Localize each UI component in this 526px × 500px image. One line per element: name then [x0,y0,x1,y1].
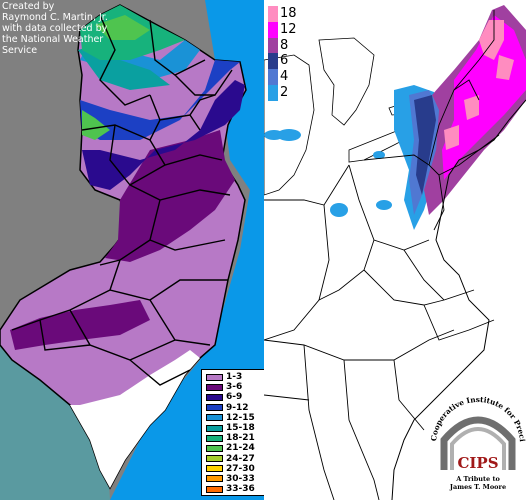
legend-label: 6-9 [226,392,243,403]
legend-row: 6-9 [202,392,264,402]
map-credit: Created by Raymond C. Martin, Jr. with d… [2,1,127,56]
zone-9-12 [80,60,240,140]
snowfall-shading [264,5,526,230]
legend-swatch [206,393,223,401]
legend-swatch [206,444,223,452]
coastline [391,99,526,500]
legend-row: 24-27 [202,454,264,464]
scale-label: 18 [280,6,297,21]
legend-row: 1-3 [202,372,264,382]
scale-row: 18 [268,6,302,22]
legend-label: 33-36 [226,484,255,495]
legend-swatch [206,414,223,422]
scale-swatch [268,53,278,70]
scale-swatch [268,6,278,22]
zone-6-9 [82,80,245,190]
legend-swatch [206,434,223,442]
zone-3-6-north [105,130,235,262]
legend-swatch [206,373,223,381]
credit-line: Raymond C. Martin, Jr. [2,12,108,23]
scale-swatch [268,69,278,85]
legend-row: 15-18 [202,423,264,433]
legend-swatch [206,485,223,493]
state-boundaries [264,10,500,500]
legend-swatch [206,475,223,483]
county-lines [11,14,233,386]
legend-label: 12-15 [226,412,255,423]
legend-swatch [206,424,223,432]
cips-tribute-line1: A Tribute to [455,475,500,483]
scale-row: 8 [268,37,302,54]
cips-tribute-line2: James T. Moore [449,483,506,491]
legend-row: 27-30 [202,464,264,474]
zone-21-24-west [82,110,110,140]
scale-label: 4 [280,69,289,85]
credit-line: Created by [2,1,55,12]
legend-label: 3-6 [226,382,243,393]
scale-swatch [268,37,278,54]
legend-swatch [206,383,223,391]
legend-swatch [206,404,223,412]
scale-swatch [268,84,278,101]
region-snowfall-scale: 18 12 8 6 4 2 [268,6,302,101]
credit-line: Service [2,45,38,56]
credit-line: with data collected by [2,23,108,34]
legend-label: 9-12 [226,402,249,413]
legend-label: 18-21 [226,433,255,444]
legend-label: 15-18 [226,423,255,434]
legend-row: 12-15 [202,413,264,423]
cips-letters: CIPS [457,454,498,472]
scale-label: 6 [280,53,289,69]
delaware-bay [0,330,110,500]
nj-snowfall-map: Created by Raymond C. Martin, Jr. with d… [0,0,264,500]
zone-3-6-south [10,300,150,350]
scale-label: 8 [280,37,289,53]
legend-row: 9-12 [202,403,264,413]
scale-row: 6 [268,53,302,70]
legend-swatch [206,465,223,473]
legend-row: 18-21 [202,433,264,443]
scale-row: 12 [268,21,302,38]
regional-snowfall-map: Cooperative Institute for Precipitation … [264,0,526,500]
nj-snowfall-legend: 1-3 3-6 6-9 9-12 12-15 15-18 18-21 21-24… [201,369,264,497]
legend-row: 21-24 [202,443,264,453]
legend-label: 24-27 [226,453,255,464]
scale-label: 12 [280,21,297,37]
credit-line: the National Weather [2,34,104,45]
scale-row: 2 [268,84,302,101]
scale-swatch [268,21,278,38]
legend-swatch [206,455,223,463]
legend-label: 1-3 [226,372,243,383]
legend-row: 30-33 [202,474,264,484]
scale-label: 2 [280,84,289,100]
legend-row: 3-6 [202,382,264,392]
lake-huron [318,37,375,126]
legend-row: 33-36 [202,484,264,494]
legend-label: 30-33 [226,473,255,484]
region-map-svg: Cooperative Institute for Precipitation … [264,0,526,500]
scale-row: 4 [268,69,302,85]
legend-label: 27-30 [226,463,255,474]
legend-label: 21-24 [226,443,255,454]
